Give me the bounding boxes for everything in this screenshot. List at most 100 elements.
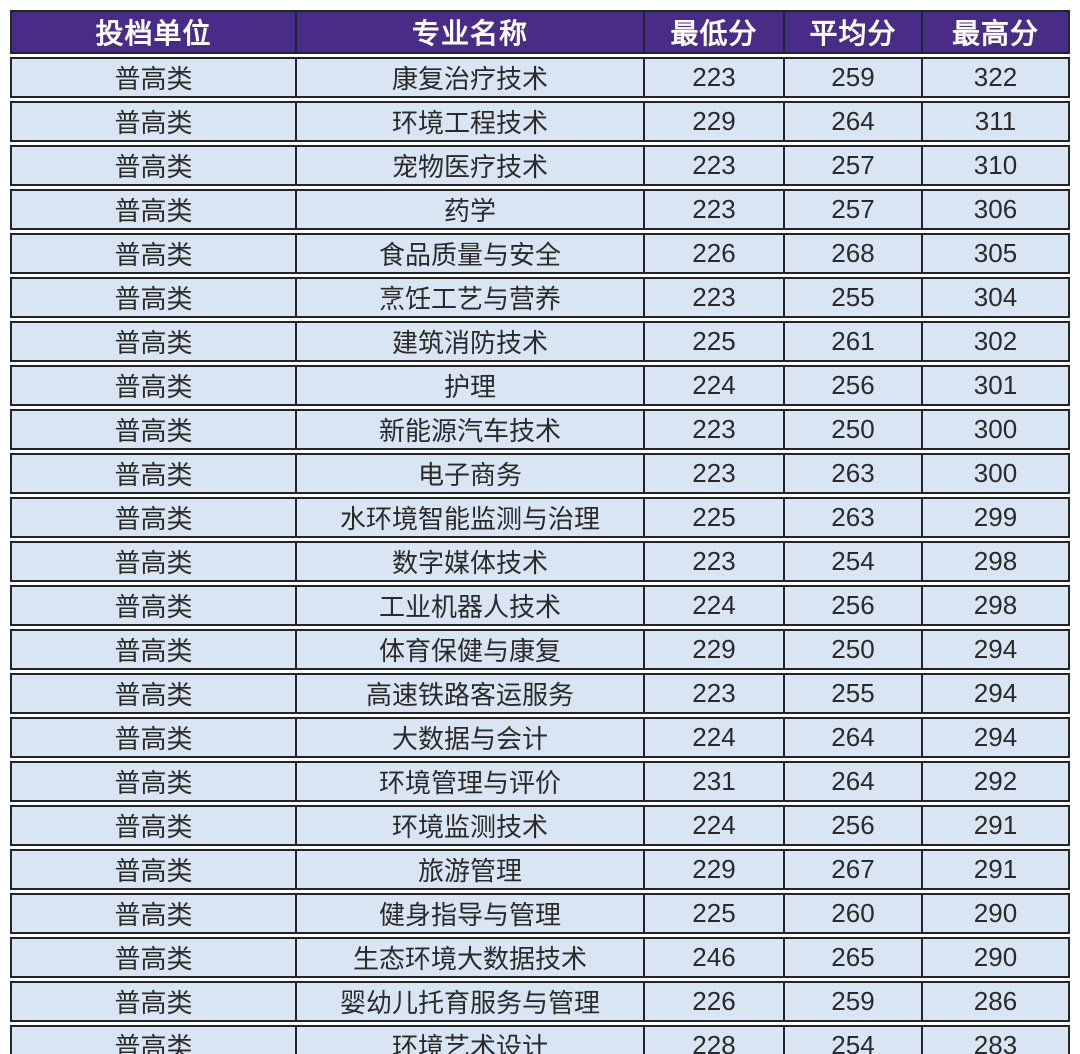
avg-score-cell: 256	[785, 805, 923, 846]
max-score-cell: 294	[923, 629, 1070, 670]
unit-cell: 普高类	[10, 189, 297, 230]
max-score-cell: 299	[923, 497, 1070, 538]
avg-score-cell: 254	[785, 541, 923, 582]
min-score-cell: 224	[645, 717, 785, 758]
max-score-cell: 283	[923, 1025, 1070, 1054]
avg-score-cell: 250	[785, 629, 923, 670]
table-row: 普高类 宠物医疗技术 223 257 310	[10, 145, 1070, 186]
max-score-cell: 306	[923, 189, 1070, 230]
column-header-avg-score: 平均分	[785, 10, 923, 54]
min-score-cell: 228	[645, 1025, 785, 1054]
avg-score-cell: 259	[785, 981, 923, 1022]
unit-cell: 普高类	[10, 849, 297, 890]
table-row: 普高类 环境艺术设计 228 254 283	[10, 1025, 1070, 1054]
major-cell: 新能源汽车技术	[297, 409, 645, 450]
max-score-cell: 304	[923, 277, 1070, 318]
unit-cell: 普高类	[10, 629, 297, 670]
major-cell: 建筑消防技术	[297, 321, 645, 362]
table-row: 普高类 食品质量与安全 226 268 305	[10, 233, 1070, 274]
avg-score-cell: 267	[785, 849, 923, 890]
min-score-cell: 231	[645, 761, 785, 802]
table-row: 普高类 康复治疗技术 223 259 322	[10, 57, 1070, 98]
table-row: 普高类 数字媒体技术 223 254 298	[10, 541, 1070, 582]
column-header-major: 专业名称	[297, 10, 645, 54]
min-score-cell: 223	[645, 189, 785, 230]
unit-cell: 普高类	[10, 277, 297, 318]
unit-cell: 普高类	[10, 101, 297, 142]
score-table-body: 普高类 康复治疗技术 223 259 322 普高类 环境工程技术 229 264 311 普高类宠…	[10, 57, 1070, 1054]
major-cell: 宠物医疗技术	[297, 145, 645, 186]
major-cell: 食品质量与安全	[297, 233, 645, 274]
avg-score-cell: 260	[785, 893, 923, 934]
max-score-cell: 298	[923, 541, 1070, 582]
table-row: 普高类 旅游管理 229 267 291	[10, 849, 1070, 890]
max-score-cell: 292	[923, 761, 1070, 802]
avg-score-cell: 257	[785, 145, 923, 186]
unit-cell: 普高类	[10, 321, 297, 362]
unit-cell: 普高类	[10, 937, 297, 978]
major-cell: 环境工程技术	[297, 101, 645, 142]
major-cell: 水环境智能监测与治理	[297, 497, 645, 538]
table-row: 普高类 建筑消防技术 225 261 302	[10, 321, 1070, 362]
max-score-cell: 300	[923, 453, 1070, 494]
min-score-cell: 223	[645, 453, 785, 494]
major-cell: 电子商务	[297, 453, 645, 494]
unit-cell: 普高类	[10, 497, 297, 538]
major-cell: 环境管理与评价	[297, 761, 645, 802]
table-row: 普高类 工业机器人技术 224 256 298	[10, 585, 1070, 626]
min-score-cell: 223	[645, 541, 785, 582]
min-score-cell: 229	[645, 629, 785, 670]
major-cell: 护理	[297, 365, 645, 406]
column-header-unit: 投档单位	[10, 10, 297, 54]
max-score-cell: 322	[923, 57, 1070, 98]
avg-score-cell: 257	[785, 189, 923, 230]
major-cell: 生态环境大数据技术	[297, 937, 645, 978]
min-score-cell: 225	[645, 893, 785, 934]
max-score-cell: 298	[923, 585, 1070, 626]
major-cell: 药学	[297, 189, 645, 230]
avg-score-cell: 261	[785, 321, 923, 362]
unit-cell: 普高类	[10, 893, 297, 934]
max-score-cell: 291	[923, 805, 1070, 846]
avg-score-cell: 256	[785, 365, 923, 406]
table-row: 普高类 大数据与会计 224 264 294	[10, 717, 1070, 758]
table-row: 普高类 电子商务 223 263 300	[10, 453, 1070, 494]
avg-score-cell: 263	[785, 453, 923, 494]
unit-cell: 普高类	[10, 981, 297, 1022]
major-cell: 旅游管理	[297, 849, 645, 890]
max-score-cell: 294	[923, 673, 1070, 714]
table-row: 普高类 生态环境大数据技术 246 265 290	[10, 937, 1070, 978]
unit-cell: 普高类	[10, 1025, 297, 1054]
max-score-cell: 301	[923, 365, 1070, 406]
table-row: 普高类 水环境智能监测与治理 225 263 299	[10, 497, 1070, 538]
avg-score-cell: 250	[785, 409, 923, 450]
admission-score-table: 投档单位 专业名称 最低分 平均分 最高分 普高类 康复治疗技术 223 259 322…	[10, 7, 1070, 1054]
avg-score-cell: 264	[785, 761, 923, 802]
major-cell: 体育保健与康复	[297, 629, 645, 670]
major-cell: 康复治疗技术	[297, 57, 645, 98]
unit-cell: 普高类	[10, 585, 297, 626]
unit-cell: 普高类	[10, 805, 297, 846]
major-cell: 健身指导与管理	[297, 893, 645, 934]
avg-score-cell: 265	[785, 937, 923, 978]
table-row: 普高类 环境工程技术 229 264 311	[10, 101, 1070, 142]
unit-cell: 普高类	[10, 453, 297, 494]
table-row: 普高类 健身指导与管理 225 260 290	[10, 893, 1070, 934]
min-score-cell: 225	[645, 321, 785, 362]
min-score-cell: 223	[645, 277, 785, 318]
table-row: 普高类 环境管理与评价 231 264 292	[10, 761, 1070, 802]
min-score-cell: 225	[645, 497, 785, 538]
unit-cell: 普高类	[10, 541, 297, 582]
max-score-cell: 305	[923, 233, 1070, 274]
unit-cell: 普高类	[10, 145, 297, 186]
max-score-cell: 291	[923, 849, 1070, 890]
table-row: 普高类 烹饪工艺与营养 223 255 304	[10, 277, 1070, 318]
column-header-min-score: 最低分	[645, 10, 785, 54]
major-cell: 环境艺术设计	[297, 1025, 645, 1054]
unit-cell: 普高类	[10, 673, 297, 714]
max-score-cell: 286	[923, 981, 1070, 1022]
unit-cell: 普高类	[10, 365, 297, 406]
avg-score-cell: 264	[785, 101, 923, 142]
min-score-cell: 223	[645, 145, 785, 186]
max-score-cell: 302	[923, 321, 1070, 362]
